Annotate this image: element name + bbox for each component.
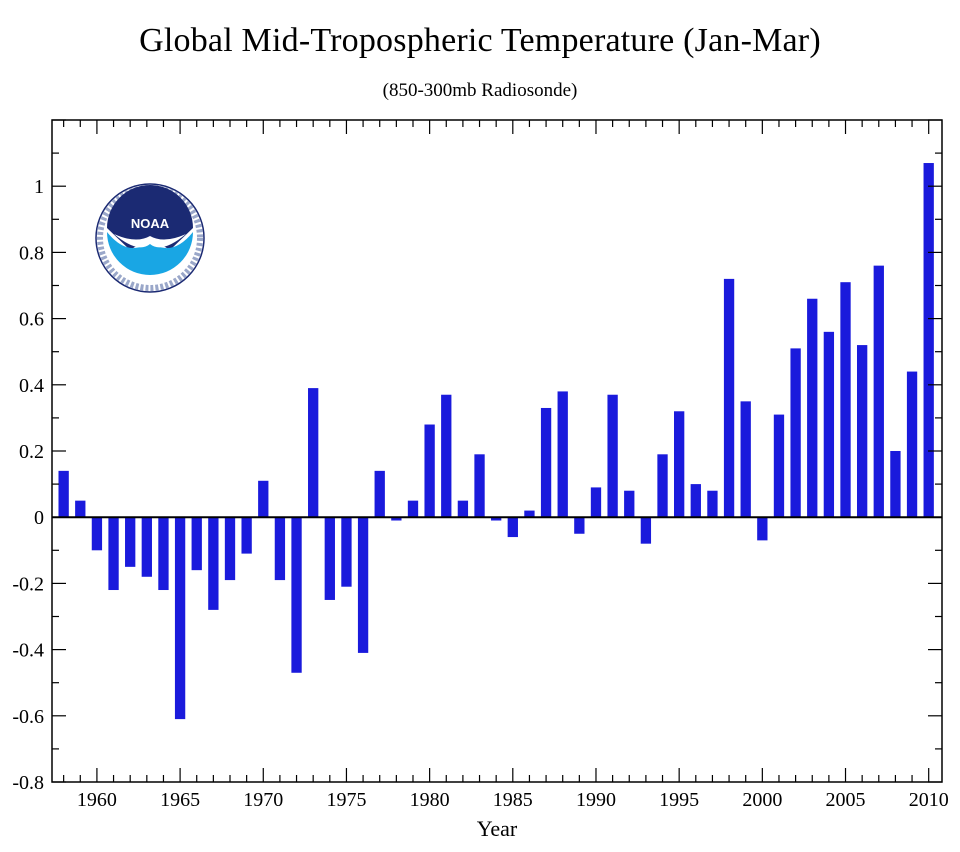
bar-1981 xyxy=(441,394,452,518)
x-tick-label: 2010 xyxy=(909,789,949,811)
x-tick-label: 1965 xyxy=(160,789,200,811)
y-tick-label: 1 xyxy=(34,176,44,198)
x-tick-label: 1970 xyxy=(243,789,283,811)
bar-1959 xyxy=(75,500,86,518)
chart-title: Global Mid-Tropospheric Temperature (Jan… xyxy=(139,22,821,59)
bar-1990 xyxy=(590,487,602,518)
x-tick-label: 1975 xyxy=(326,789,366,811)
bar-1976 xyxy=(357,517,369,653)
bar-1999 xyxy=(740,401,751,518)
bar-1963 xyxy=(141,517,152,577)
bar-1980 xyxy=(424,424,435,518)
x-tick-label: 1995 xyxy=(659,789,699,811)
bar-2001 xyxy=(773,414,785,518)
bar-1967 xyxy=(208,517,219,610)
bar-1961 xyxy=(108,517,119,591)
bar-1988 xyxy=(557,391,568,518)
y-tick-label: -0.6 xyxy=(12,706,44,728)
bar-2003 xyxy=(807,298,818,518)
bar-1960 xyxy=(91,517,103,551)
bar-1998 xyxy=(723,278,735,518)
bar-1987 xyxy=(540,407,552,518)
bar-2006 xyxy=(856,345,868,518)
y-tick-label: -0.2 xyxy=(12,573,44,595)
bar-1995 xyxy=(674,411,685,518)
chart-subtitle: (850-300mb Radiosonde) xyxy=(382,80,578,101)
bar-1974 xyxy=(324,517,335,600)
noaa-logo-sky xyxy=(107,185,193,250)
bars-layer xyxy=(58,163,934,720)
x-tick-label: 2005 xyxy=(826,789,866,811)
y-tick-label: -0.8 xyxy=(12,772,44,794)
bar-2010 xyxy=(923,163,934,518)
axes-layer xyxy=(51,119,943,783)
bar-1997 xyxy=(707,490,718,518)
labels-layer: -0.8 -0.6 -0.4 -0.2 0 0.2 0.4 0.6 0.8 1 1960 1965 19… xyxy=(12,176,948,841)
bar-2007 xyxy=(873,265,884,518)
bar-1982 xyxy=(457,500,469,518)
bar-1979 xyxy=(407,500,419,518)
y-tick-label: 0.4 xyxy=(19,375,44,397)
bar-1989 xyxy=(574,517,585,534)
y-tick-label: 0.2 xyxy=(19,441,44,463)
bar-1972 xyxy=(291,517,302,673)
bar-1975 xyxy=(341,517,352,587)
bar-1971 xyxy=(274,517,286,581)
bar-1996 xyxy=(690,484,701,518)
bar-1993 xyxy=(640,517,652,544)
bar-1978 xyxy=(391,517,402,521)
bar-2004 xyxy=(823,331,835,518)
noaa-logo-bird xyxy=(114,234,186,248)
bar-2008 xyxy=(890,451,901,518)
bar-1962 xyxy=(125,517,136,567)
bar-1977 xyxy=(374,470,385,518)
x-tick-label: 1985 xyxy=(493,789,533,811)
bar-1985 xyxy=(507,517,518,538)
x-tick-label: 2000 xyxy=(742,789,782,811)
y-tick-label: 0.8 xyxy=(19,242,44,264)
bar-2009 xyxy=(906,371,918,518)
bar-1966 xyxy=(191,517,202,571)
bar-1973 xyxy=(308,388,319,518)
bar-1983 xyxy=(474,454,485,518)
bar-1965 xyxy=(174,517,186,720)
x-axis-title: Year xyxy=(477,816,518,841)
bar-2000 xyxy=(757,517,768,541)
x-tick-label: 1960 xyxy=(77,789,117,811)
bar-1992 xyxy=(624,490,635,518)
x-tick-label: 1990 xyxy=(576,789,616,811)
noaa-logo-text: NOAA xyxy=(131,216,170,231)
bar-2005 xyxy=(840,282,851,518)
y-tick-label: 0 xyxy=(34,507,44,529)
bar-1991 xyxy=(607,394,618,518)
noaa-logo: NOAA xyxy=(95,183,205,293)
bar-1964 xyxy=(158,517,169,591)
bar-1984 xyxy=(491,517,502,521)
y-tick-label: -0.4 xyxy=(12,640,44,662)
bar-1969 xyxy=(241,517,252,554)
x-tick-label: 1980 xyxy=(410,789,450,811)
bar-1958 xyxy=(58,470,69,518)
bar-2002 xyxy=(790,348,801,518)
y-tick-label: 0.6 xyxy=(19,309,44,331)
bar-1970 xyxy=(258,480,269,518)
bar-1994 xyxy=(657,454,668,518)
bar-1986 xyxy=(524,510,535,518)
bar-1968 xyxy=(224,517,236,581)
noaa-logo-sea xyxy=(107,232,193,275)
